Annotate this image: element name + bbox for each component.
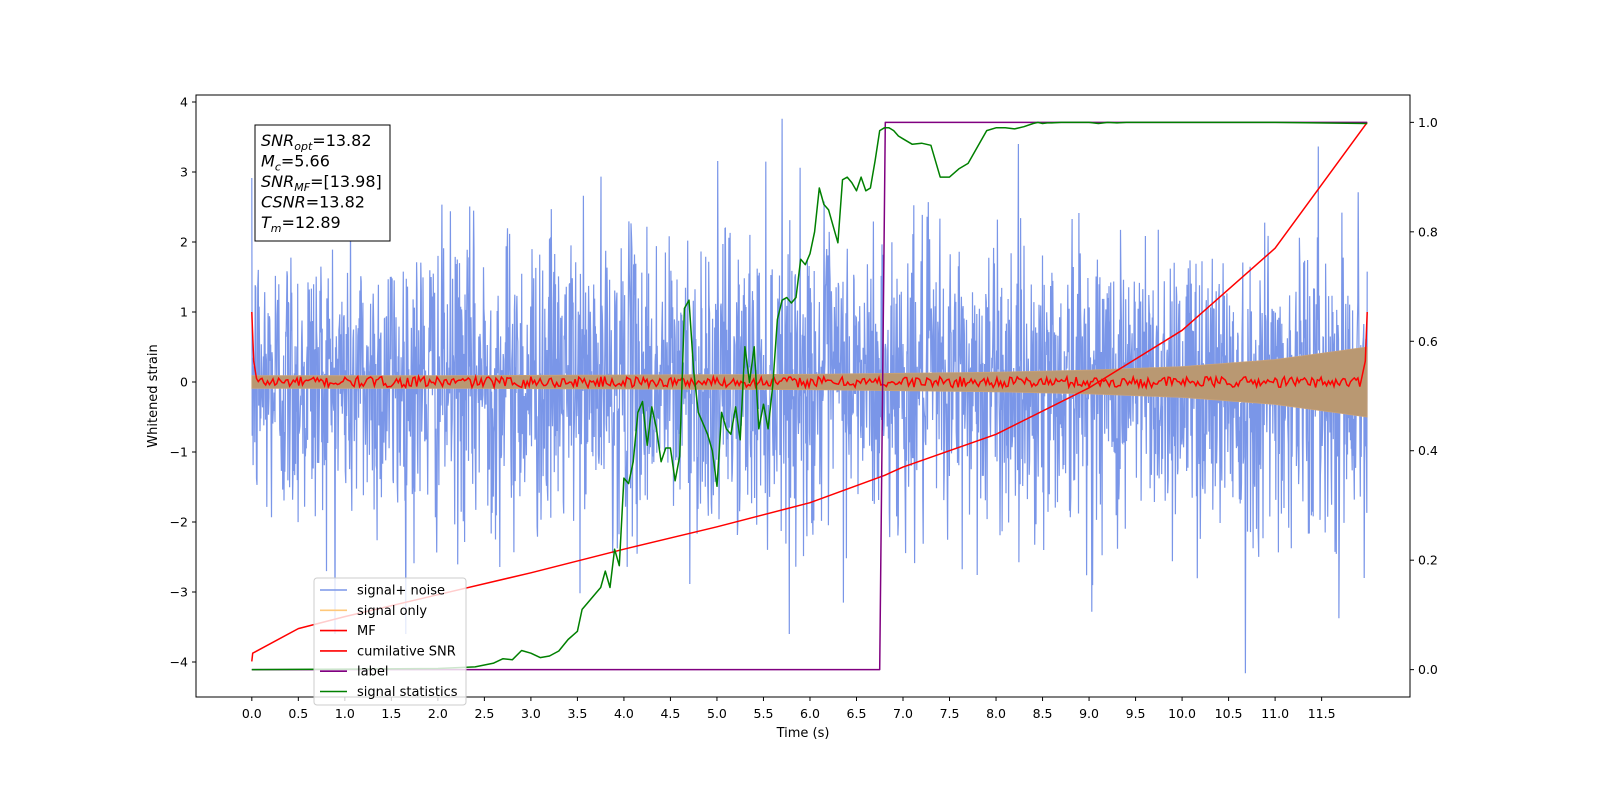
- legend-entry: label: [357, 665, 388, 680]
- y2-tick-label: 0.6: [1418, 334, 1438, 349]
- legend-frame: [313, 577, 467, 706]
- x-tick-label: 0.5: [288, 706, 308, 721]
- x-tick-label: 10.5: [1215, 706, 1243, 721]
- x-tick-label: 4.0: [614, 706, 634, 721]
- x-axis-label: Time (s): [776, 726, 830, 741]
- x-tick-label: 5.5: [754, 706, 774, 721]
- annotation-line: SNRopt=13.82: [261, 131, 372, 153]
- legend-entry: MF: [357, 624, 376, 639]
- x-tick-label: 1.0: [335, 706, 355, 721]
- x-tick-label: 5.0: [707, 706, 727, 721]
- x-tick-label: 3.0: [521, 706, 541, 721]
- x-tick-label: 7.5: [940, 706, 960, 721]
- y-tick-label: 2: [180, 235, 188, 250]
- y2-tick-label: 1.0: [1418, 115, 1438, 130]
- annotation-line: SNRMF=[13.98]: [261, 172, 382, 194]
- annotation-line: CSNR=13.82: [261, 193, 365, 212]
- x-tick-label: 11.5: [1308, 706, 1336, 721]
- y-tick-label: −2: [170, 515, 188, 530]
- y-tick-label: −3: [170, 585, 188, 600]
- x-tick-label: 3.5: [567, 706, 587, 721]
- y-tick-label: 0: [180, 375, 188, 390]
- annotation-frame: [254, 124, 391, 242]
- y-tick-label: −4: [170, 655, 188, 670]
- y-tick-label: 1: [180, 305, 188, 320]
- legend-entry: cumilative SNR: [357, 644, 456, 659]
- y-tick-label: −1: [170, 445, 188, 460]
- y-axis-label: Whitened strain: [146, 344, 161, 447]
- x-tick-label: 8.5: [1033, 706, 1053, 721]
- y-tick-label: 3: [180, 165, 188, 180]
- x-tick-label: 7.0: [893, 706, 913, 721]
- series-signal-statistics: [251, 121, 1368, 671]
- legend-entry: signal statistics: [357, 685, 458, 700]
- x-tick-label: 8.0: [986, 706, 1006, 721]
- x-tick-label: 11.0: [1261, 706, 1289, 721]
- x-tick-label: 6.0: [800, 706, 820, 721]
- x-tick-label: 9.0: [1079, 706, 1099, 721]
- axes-frame: [195, 94, 1411, 698]
- series-mf: [251, 311, 1368, 391]
- y2-tick-label: 0.0: [1418, 662, 1438, 677]
- series-signal-plus-noise: [251, 118, 1368, 674]
- legend: signal+ noise signal only MF cumilative SNR…: [313, 577, 467, 706]
- annotation-line: Tm=12.89: [261, 213, 341, 235]
- annotation-line: Mc=5.66: [261, 152, 330, 174]
- annotation-box: SNRopt=13.82Mc=5.66SNRMF=[13.98]CSNR=13.…: [254, 124, 391, 242]
- x-tick-label: 0.0: [242, 706, 262, 721]
- y-tick-label: 4: [180, 95, 188, 110]
- x-tick-label: 6.5: [847, 706, 867, 721]
- x-tick-label: 4.5: [660, 706, 680, 721]
- x-tick-label: 2.5: [474, 706, 494, 721]
- x-tick-label: 10.0: [1168, 706, 1196, 721]
- x-tick-label: 1.5: [381, 706, 401, 721]
- legend-entry: signal+ noise: [357, 584, 445, 599]
- legend-entry: signal only: [357, 604, 427, 619]
- y2-tick-label: 0.8: [1418, 224, 1438, 239]
- y2-tick-label: 0.4: [1418, 443, 1438, 458]
- y2-tick-label: 0.2: [1418, 553, 1438, 568]
- x-tick-label: 2.0: [428, 706, 448, 721]
- x-tick-label: 9.5: [1126, 706, 1146, 721]
- axis-ticks: 0.0 0.5 1.0 1.5 2.0 2.5 3.0 3.5 4.0 4.5 5.0 5.5 6.0 6…: [170, 95, 1438, 722]
